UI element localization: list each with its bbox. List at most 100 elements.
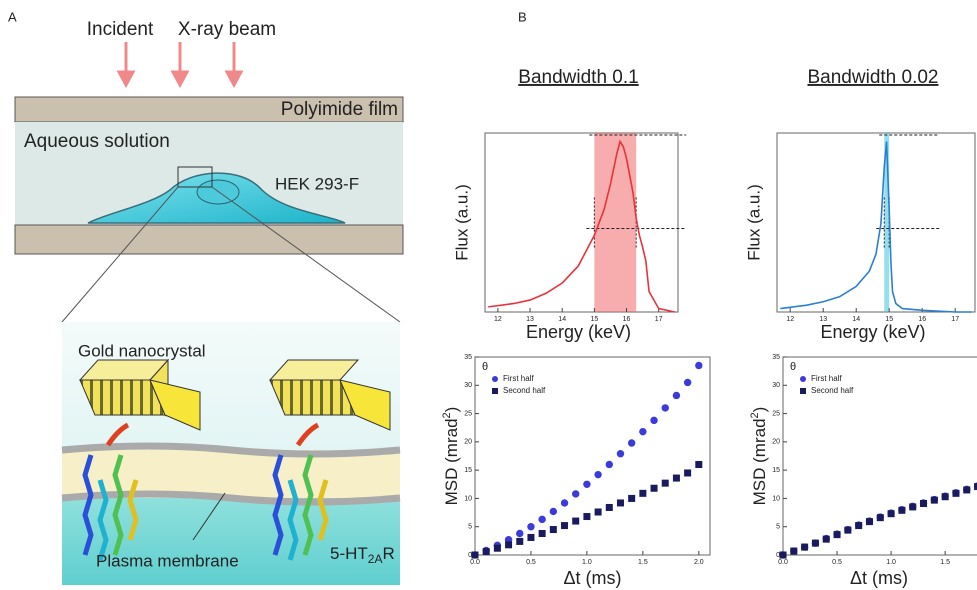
point bbox=[549, 526, 557, 534]
y-tick-label: 35 bbox=[464, 354, 472, 361]
point bbox=[516, 537, 524, 545]
cell-label: HEK 293-F bbox=[275, 174, 359, 193]
point bbox=[493, 544, 501, 552]
x-tick-label: 1.5 bbox=[940, 559, 950, 566]
x-tick-label: 16 bbox=[918, 316, 926, 323]
x-tick-label: 0.5 bbox=[526, 559, 536, 566]
receptor-label-part: R bbox=[382, 544, 394, 563]
point bbox=[661, 479, 669, 487]
x-tick-label: 14 bbox=[852, 316, 860, 323]
plot-frame bbox=[484, 132, 679, 313]
y-tick-label: 30 bbox=[464, 382, 472, 389]
y-tick-label: 5 bbox=[776, 524, 780, 531]
point bbox=[628, 494, 636, 502]
x-tick-label: 1.5 bbox=[638, 559, 648, 566]
point bbox=[695, 361, 703, 370]
plot-frame bbox=[782, 356, 977, 556]
y-tick-label: 15 bbox=[464, 467, 472, 474]
zoom-line bbox=[211, 186, 401, 323]
chart-title: Bandwidth 0.1 bbox=[518, 67, 638, 88]
point bbox=[779, 551, 787, 559]
x-tick-label: 17 bbox=[655, 316, 663, 323]
receptor-label-part: 2A bbox=[368, 552, 383, 566]
chart: Bandwidth 0.02 12 13 14 15 16 17 Energy (keV) Fl… bbox=[744, 67, 976, 342]
panel-label: B bbox=[518, 9, 527, 24]
line bbox=[488, 139, 675, 313]
y-tick-label: 0 bbox=[468, 552, 472, 559]
x-tick-label: 2.0 bbox=[694, 559, 704, 566]
point bbox=[482, 548, 490, 556]
y-tick-label: 5 bbox=[468, 524, 472, 531]
point bbox=[627, 439, 636, 447]
chart: Bandwidth 0.1 12 13 14 15 16 17 Energy (keV) Flu… bbox=[452, 67, 687, 342]
point bbox=[833, 531, 841, 539]
zoom-line bbox=[61, 186, 179, 323]
nanocrystal bbox=[268, 359, 391, 431]
point bbox=[822, 535, 830, 543]
film-label: Polyimide film bbox=[281, 99, 398, 120]
point bbox=[801, 543, 809, 551]
annotation: θ bbox=[790, 361, 796, 373]
plot-frame bbox=[776, 132, 976, 313]
y-tick-label: 35 bbox=[772, 354, 780, 361]
point bbox=[527, 523, 535, 531]
x-tick-label: 12 bbox=[494, 316, 502, 323]
point bbox=[583, 513, 591, 521]
point bbox=[594, 508, 602, 516]
x-tick-label: 13 bbox=[526, 316, 534, 323]
point bbox=[952, 489, 960, 497]
legend-label: Second half bbox=[503, 386, 546, 395]
solution-label: Aqueous solution bbox=[24, 131, 170, 152]
point bbox=[811, 539, 819, 547]
y-axis-label-part: 2 bbox=[441, 412, 453, 418]
point bbox=[516, 529, 524, 538]
x-tick-label: 15 bbox=[590, 316, 598, 323]
point bbox=[639, 427, 647, 436]
x-tick-label: 15 bbox=[885, 316, 893, 323]
point bbox=[684, 469, 692, 477]
y-axis-label-part: 2 bbox=[749, 412, 761, 418]
substrate bbox=[14, 224, 404, 255]
point bbox=[560, 499, 569, 507]
panel-label: A bbox=[8, 9, 17, 24]
point bbox=[790, 547, 798, 555]
point bbox=[605, 460, 613, 469]
x-tick-label: 0.0 bbox=[470, 559, 480, 566]
point bbox=[616, 450, 625, 458]
x-tick-label: 1.0 bbox=[886, 559, 896, 566]
point bbox=[661, 404, 669, 412]
point bbox=[583, 480, 591, 488]
point bbox=[683, 378, 692, 387]
x-tick-label: 13 bbox=[819, 316, 827, 323]
x-tick-label: 16 bbox=[623, 316, 631, 323]
y-tick-label: 15 bbox=[772, 467, 780, 474]
y-tick-label: 10 bbox=[772, 495, 780, 502]
point bbox=[572, 490, 580, 498]
x-tick-label: 12 bbox=[786, 316, 794, 323]
y-axis-label-part: ) bbox=[750, 407, 769, 413]
film bbox=[14, 96, 404, 123]
receptor bbox=[82, 422, 329, 561]
beam-arrows bbox=[116, 42, 244, 89]
y-axis-label: Flux (a.u.) bbox=[452, 184, 471, 261]
point bbox=[695, 460, 703, 468]
cytosol bbox=[62, 498, 400, 585]
y-tick-label: 25 bbox=[772, 410, 780, 417]
legend-label: First half bbox=[811, 374, 842, 383]
y-axis-label: MSD (mrad2) bbox=[441, 407, 462, 506]
y-tick-label: 25 bbox=[464, 410, 472, 417]
line bbox=[780, 141, 972, 313]
chart: 0.0 0.5 1.0 1.5 2.0 0 5 10 15 20 25 30 35 Δt (ms) MSD … bbox=[441, 354, 711, 588]
chart-title: Bandwidth 0.02 bbox=[808, 67, 939, 88]
legend-marker bbox=[492, 376, 498, 382]
point bbox=[650, 416, 658, 425]
y-tick-label: 30 bbox=[772, 382, 780, 389]
point bbox=[594, 470, 602, 479]
x-axis-label: Δt (ms) bbox=[563, 568, 621, 588]
point bbox=[865, 518, 873, 526]
point bbox=[527, 533, 535, 541]
legend-marker bbox=[492, 388, 498, 394]
y-axis-label: MSD (mrad2) bbox=[749, 407, 770, 506]
beam-label: X-ray beam bbox=[178, 19, 276, 40]
